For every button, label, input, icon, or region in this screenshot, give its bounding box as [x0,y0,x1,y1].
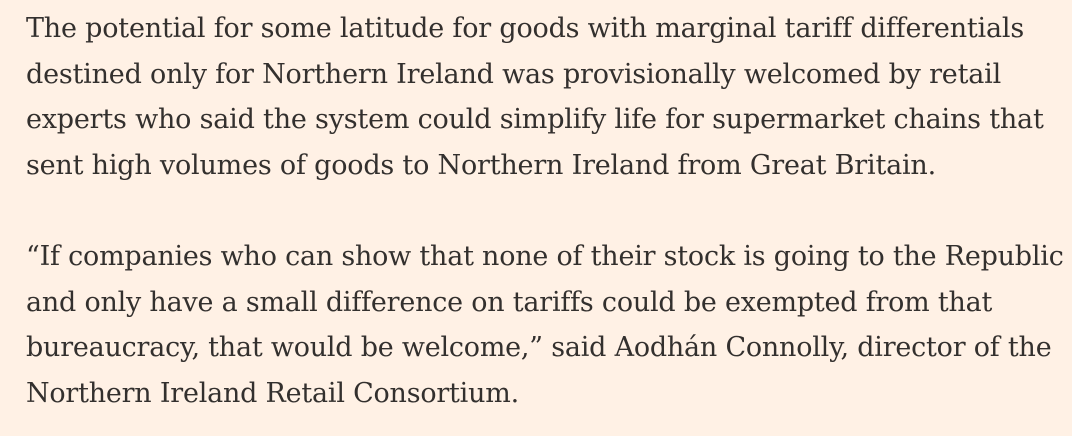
paragraph-line: bureaucracy, that would be welcome,” sai… [26,332,1052,363]
article-paragraph-1: The potential for some latitude for good… [26,6,1044,188]
paragraph-line: sent high volumes of goods to Northern I… [26,149,937,181]
paragraph-line: experts who said the system could simpli… [26,104,1044,135]
article-paragraph-2: “If companies who can show that none of … [26,234,1066,416]
paragraph-line: Northern Ireland Retail Consortium. [26,377,519,409]
paragraph-line: destined only for Northern Ireland was p… [26,58,1002,90]
paragraph-line: “If companies who can show that none of … [26,241,1064,272]
paragraph-line: The potential for some latitude for good… [26,13,1024,44]
paragraph-line: and only have a small difference on tari… [26,286,993,318]
